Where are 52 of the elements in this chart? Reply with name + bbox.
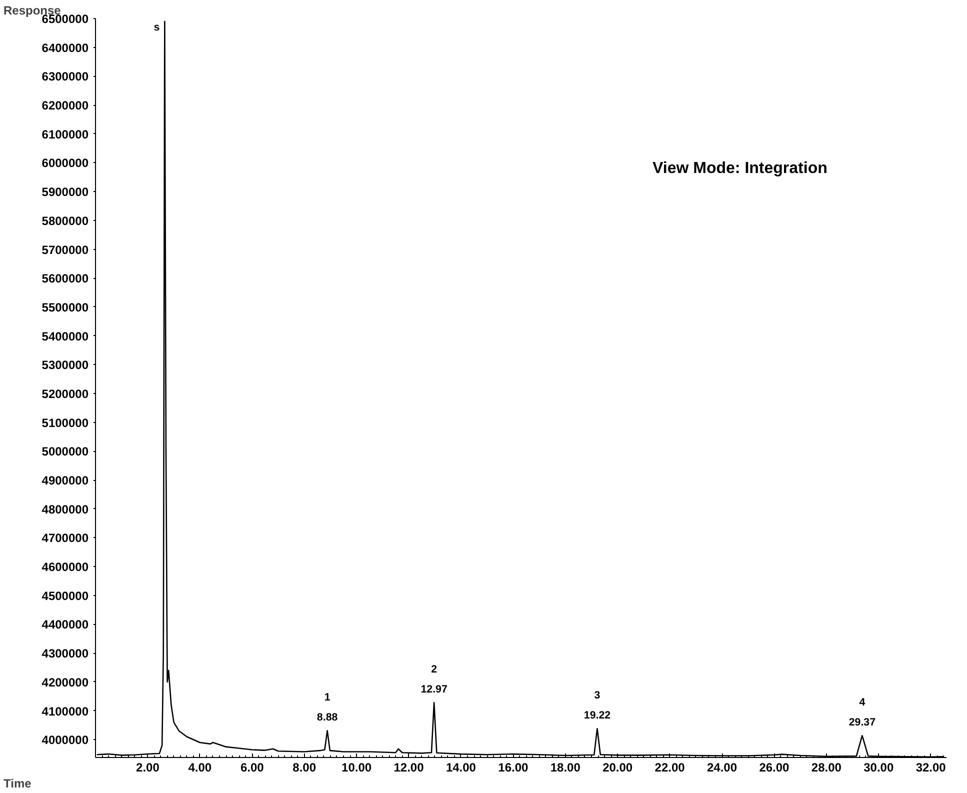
x-tick-label: 8.00 [292, 760, 316, 774]
y-tick-label: 5700000 [42, 242, 89, 257]
x-tick-label: 10.00 [342, 760, 372, 774]
x-tick-label: 16.00 [498, 760, 529, 774]
y-tick-label: 5000000 [42, 444, 89, 459]
y-tick-label: 6000000 [42, 156, 89, 170]
y-tick-label: 4300000 [42, 646, 89, 661]
y-tick-label: 5400000 [42, 329, 89, 344]
y-tick-label: 4100000 [42, 704, 89, 718]
x-tick-label: 14.00 [446, 760, 476, 774]
y-tick-label: 4500000 [42, 588, 89, 603]
x-tick-label: 30.00 [864, 760, 894, 774]
y-tick-label: 4200000 [42, 675, 89, 690]
x-tick-label: 26.00 [759, 760, 790, 774]
y-tick-label: 5100000 [42, 416, 89, 430]
x-tick-label: 28.00 [811, 760, 842, 774]
annotation: 1 [324, 692, 330, 704]
x-tick-label: 32.00 [916, 760, 946, 774]
x-tick-label: 22.00 [654, 760, 686, 774]
y-tick-label: 5300000 [42, 358, 89, 372]
y-tick-label: 5900000 [42, 185, 89, 200]
x-axis-title: Time [4, 776, 32, 790]
x-tick-label: 24.00 [706, 760, 738, 774]
y-tick-label: 4600000 [42, 560, 89, 574]
x-tick-label: 6.00 [240, 760, 264, 774]
annotation: 29.37 [848, 716, 876, 729]
x-tick-label: 18.00 [550, 760, 581, 774]
y-tick-label: 4000000 [42, 733, 89, 748]
y-tick-label: 5600000 [42, 272, 89, 286]
x-tick-label: 12.00 [394, 760, 424, 774]
y-tick-label: 6400000 [42, 40, 89, 55]
y-tick-label: 5800000 [42, 214, 89, 228]
y-tick-label: 4400000 [42, 618, 89, 632]
annotation: 4 [859, 696, 866, 709]
y-tick-label: 4800000 [42, 502, 89, 516]
x-tick-label: 20.00 [602, 760, 633, 774]
annotation: 12.97 [420, 684, 448, 696]
y-tick-label: 6100000 [42, 127, 89, 142]
y-tick-label: 6200000 [42, 98, 89, 113]
annotation: 2 [431, 664, 438, 676]
annotation: 8.88 [316, 712, 338, 724]
y-tick-label: 4700000 [42, 531, 89, 546]
annotation: 3 [594, 690, 600, 702]
annotation: View Mode: Integration [652, 160, 828, 177]
x-tick-label: 4.00 [188, 760, 212, 774]
y-tick-label: 6300000 [42, 70, 89, 84]
y-tick-label: 5500000 [42, 300, 89, 314]
annotation: s [154, 21, 160, 34]
y-tick-label: 4900000 [42, 474, 89, 488]
y-tick-label: 5200000 [42, 386, 89, 401]
annotation: 19.22 [584, 710, 611, 722]
x-tick-label: 2.00 [136, 760, 160, 774]
